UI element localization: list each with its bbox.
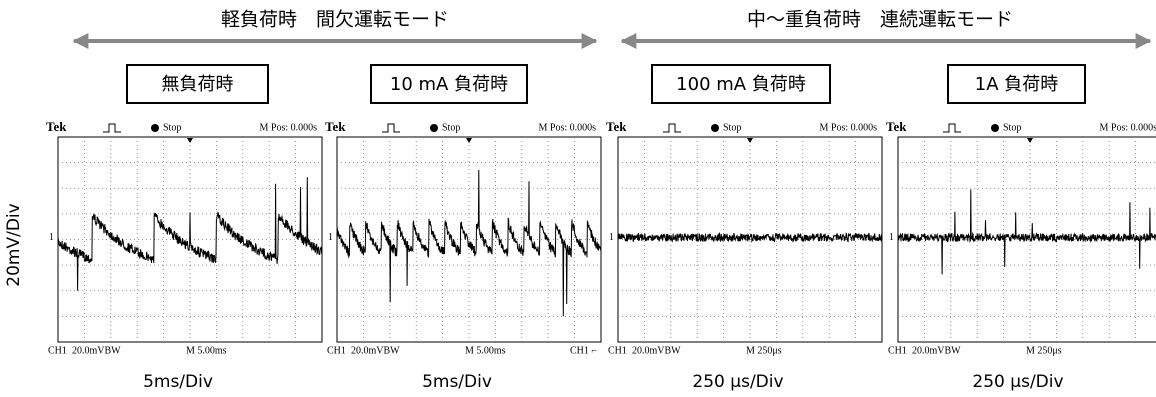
channel-marker: 1	[609, 232, 614, 243]
scope-panel: 1A 負荷時 Tek Stop M Pos: 0.000s 1 CH1 20.0mVBW M …	[886, 65, 1156, 392]
scope-brand: Tek	[886, 119, 907, 134]
scope-trigger: CH1 ⌐	[570, 345, 597, 356]
scope-timebase: M 250μs	[1026, 345, 1062, 356]
trigger-icon	[103, 124, 121, 132]
channel-marker: 1	[889, 232, 894, 243]
condition-label: 無負荷時	[162, 74, 234, 95]
scope-position: M Pos: 0.000s	[259, 122, 317, 133]
stop-dot	[430, 124, 438, 132]
scope-panel: 100 mA 負荷時 Tek Stop M Pos: 0.000s 1 CH1 20.0mV…	[606, 65, 882, 392]
stop-dot	[711, 124, 719, 132]
scope-timebase: M 5.00ms	[186, 345, 227, 356]
stop-dot	[991, 124, 999, 132]
condition-label: 10 mA 負荷時	[390, 74, 508, 95]
scope-state: Stop	[1003, 122, 1021, 133]
condition-label: 100 mA 負荷時	[676, 74, 806, 95]
scope-brand: Tek	[606, 119, 627, 134]
channel-marker: 1	[49, 232, 54, 243]
scope-position: M Pos: 0.000s	[538, 122, 596, 133]
panels: 無負荷時 Tek Stop M Pos: 0.000s 1 CH1 20.0mVBW M 5.…	[46, 65, 1156, 392]
scope-brand: Tek	[46, 119, 67, 134]
scope-channel: CH1	[888, 345, 907, 356]
channel-marker: 1	[328, 232, 333, 243]
time-per-div: 250 μs/Div	[972, 372, 1063, 392]
scope-panel: 無負荷時 Tek Stop M Pos: 0.000s 1 CH1 20.0mVBW M 5.…	[46, 65, 322, 392]
time-per-div: 250 μs/Div	[692, 372, 783, 392]
scope-panel: 10 mA 負荷時 Tek Stop M Pos: 0.000s 1 CH1 20.0mVB…	[325, 65, 601, 392]
scope-channel: CH1	[608, 345, 627, 356]
mode-title: 中～重負荷時 連続運転モード	[747, 9, 1013, 31]
scope-brand: Tek	[325, 119, 346, 134]
scope-volts: 20.0mVBW	[912, 345, 961, 356]
time-per-div: 5ms/Div	[143, 372, 213, 392]
condition-label: 1A 負荷時	[975, 74, 1059, 95]
scope-position: M Pos: 0.000s	[819, 122, 877, 133]
y-axis-label: 20mV/Div	[4, 203, 24, 286]
scope-timebase: M 250μs	[746, 345, 782, 356]
scope-state: Stop	[723, 122, 741, 133]
mode-title: 軽負荷時 間欠運転モード	[221, 9, 449, 31]
scope-timebase: M 5.00ms	[465, 345, 506, 356]
scope-state: Stop	[442, 122, 460, 133]
figure: 軽負荷時 間欠運転モード 中～重負荷時 連続運転モード 20mV/Div 無負荷…	[0, 0, 1156, 397]
trigger-icon	[943, 124, 961, 132]
trigger-icon	[382, 124, 400, 132]
scope-channel: CH1	[327, 345, 346, 356]
time-per-div: 5ms/Div	[422, 372, 492, 392]
scope-position: M Pos: 0.000s	[1099, 122, 1156, 133]
scope-volts: 20.0mVBW	[72, 345, 121, 356]
stop-dot	[151, 124, 159, 132]
scope-volts: 20.0mVBW	[632, 345, 681, 356]
scope-state: Stop	[163, 122, 181, 133]
scope-channel: CH1	[48, 345, 67, 356]
scope-volts: 20.0mVBW	[351, 345, 400, 356]
trigger-icon	[663, 124, 681, 132]
